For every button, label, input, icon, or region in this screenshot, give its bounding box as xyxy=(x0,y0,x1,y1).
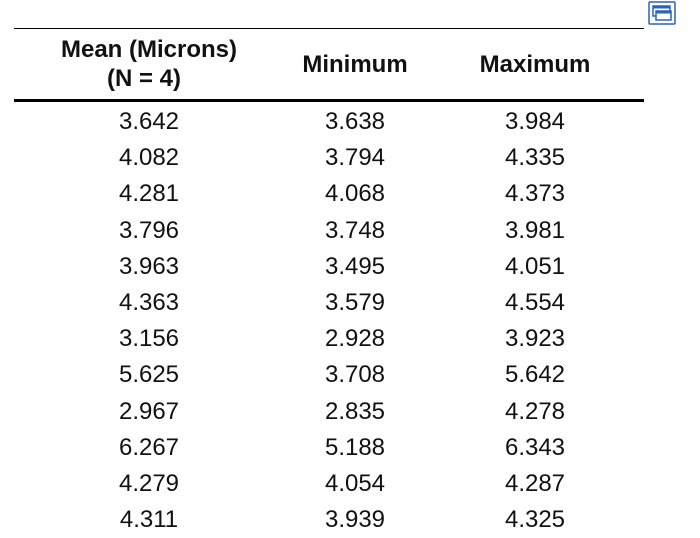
header-maximum: Maximum xyxy=(479,50,591,78)
cell-maximum: 4.325 xyxy=(504,506,566,534)
cell-mean: 4.363 xyxy=(118,289,180,317)
cell-mean: 3.642 xyxy=(118,108,180,136)
popout-button[interactable] xyxy=(648,1,676,25)
header-minimum: Minimum xyxy=(302,50,408,78)
cell-maximum: 6.343 xyxy=(504,433,566,461)
cell-maximum: 3.923 xyxy=(504,325,566,353)
header-mean-label: Mean (Microns) xyxy=(60,36,237,63)
cell-mean: 4.082 xyxy=(118,144,180,172)
cell-mean: 3.963 xyxy=(118,252,180,280)
cell-minimum: 2.835 xyxy=(324,397,386,425)
header-mean: Mean (Microns) (N = 4) xyxy=(14,29,284,101)
header-mean-sample-size: (N = 4) xyxy=(106,65,181,92)
table-row: 5.625 3.708 5.642 xyxy=(14,357,644,393)
table-row: 3.963 3.495 4.051 xyxy=(14,249,644,285)
cell-maximum: 3.984 xyxy=(504,108,566,136)
cell-minimum: 4.054 xyxy=(324,469,386,497)
cell-mean: 2.967 xyxy=(118,397,180,425)
cell-maximum: 4.278 xyxy=(504,397,566,425)
table-row: 3.796 3.748 3.981 xyxy=(14,213,644,249)
table-body: 3.642 3.638 3.984 4.082 3.794 4.335 4.281 4.068… xyxy=(14,101,644,538)
cell-minimum: 2.928 xyxy=(324,325,386,353)
cell-mean: 3.796 xyxy=(118,216,180,244)
cell-minimum: 5.188 xyxy=(324,433,386,461)
cell-minimum: 3.708 xyxy=(324,361,386,389)
table-row: 2.967 2.835 4.278 xyxy=(14,394,644,430)
cell-maximum: 4.287 xyxy=(504,469,566,497)
header-row: Mean (Microns) (N = 4) Minimum Maximum xyxy=(14,28,644,101)
cell-mean: 4.311 xyxy=(119,506,179,534)
cell-minimum: 3.495 xyxy=(324,252,386,280)
table-row: 4.281 4.068 4.373 xyxy=(14,176,644,212)
cell-minimum: 3.579 xyxy=(324,289,386,317)
measurements-table: Mean (Microns) (N = 4) Minimum Maximum 3… xyxy=(14,28,644,538)
cell-maximum: 4.051 xyxy=(504,252,566,280)
table-row: 3.642 3.638 3.984 xyxy=(14,101,644,141)
table-row: 4.279 4.054 4.287 xyxy=(14,466,644,502)
cell-minimum: 3.794 xyxy=(324,144,386,172)
table-row: 4.363 3.579 4.554 xyxy=(14,285,644,321)
cell-mean: 3.156 xyxy=(118,325,180,353)
cell-mean: 4.281 xyxy=(118,180,180,208)
cell-maximum: 4.335 xyxy=(504,144,566,172)
cell-minimum: 3.939 xyxy=(324,506,386,534)
cell-maximum: 4.373 xyxy=(504,180,566,208)
table-row: 6.267 5.188 6.343 xyxy=(14,430,644,466)
cell-mean: 6.267 xyxy=(118,433,180,461)
table-row: 3.156 2.928 3.923 xyxy=(14,321,644,357)
cell-mean: 5.625 xyxy=(118,361,180,389)
table-row: 4.311 3.939 4.325 xyxy=(14,502,644,538)
cell-maximum: 5.642 xyxy=(504,361,566,389)
table-row: 4.082 3.794 4.335 xyxy=(14,140,644,176)
table-header: Mean (Microns) (N = 4) Minimum Maximum xyxy=(14,28,644,101)
cell-mean: 4.279 xyxy=(118,469,180,497)
cell-maximum: 4.554 xyxy=(504,289,566,317)
cell-maximum: 3.981 xyxy=(504,216,566,244)
cell-minimum: 3.638 xyxy=(324,108,386,136)
popout-window-icon xyxy=(648,1,676,25)
cell-minimum: 4.068 xyxy=(324,180,386,208)
cell-minimum: 3.748 xyxy=(324,216,386,244)
